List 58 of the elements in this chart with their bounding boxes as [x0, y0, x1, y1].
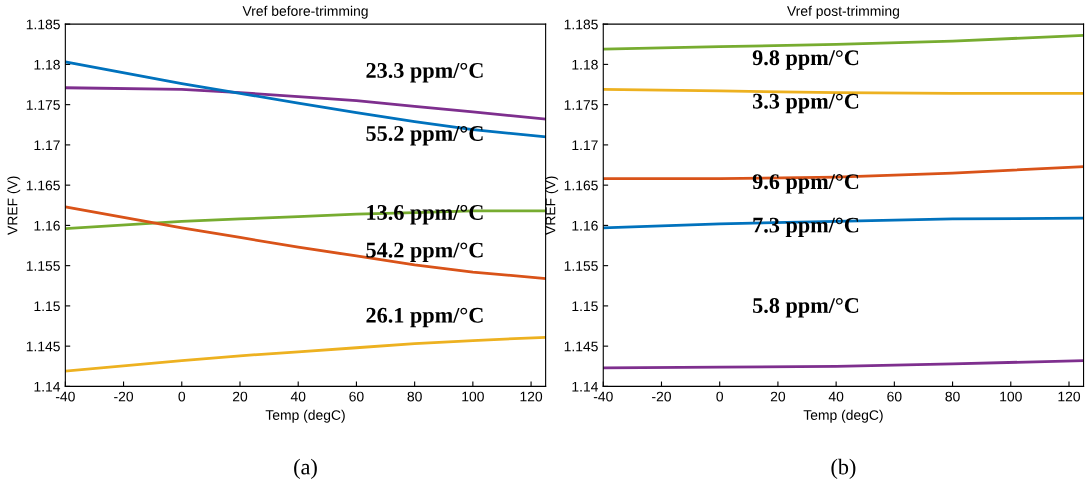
y-tick-label: 1.15	[572, 301, 598, 312]
x-tick-label: 40	[828, 391, 844, 402]
y-tick-label: 1.17	[572, 140, 598, 150]
y-tick-label: 1.185	[564, 19, 598, 30]
line-series	[603, 359, 1084, 370]
x-tick-label: 60	[349, 391, 364, 402]
y-tick-label: 1.185	[26, 19, 60, 30]
x-tick-label: -40	[593, 391, 613, 402]
y-tick-label: 1.16	[34, 220, 60, 231]
y-tick-label: 1.155	[26, 261, 60, 271]
y-tick-label: 1.17	[34, 140, 60, 150]
y-tick-label: 1.165	[26, 180, 60, 191]
x-tick-label: -20	[114, 391, 134, 402]
y-axis-title: VREF (V)	[7, 176, 21, 235]
annotation: 23.3 ppm/°C	[366, 62, 483, 83]
chart-title: Vref before-trimming	[242, 5, 368, 19]
y-tick-label: 1.145	[26, 341, 60, 352]
text: (a)	[294, 458, 317, 479]
y-tick-label: 1.18	[572, 59, 598, 70]
annotation: 5.8 ppm/°C	[753, 298, 859, 318]
x-tick-label: 120	[520, 391, 543, 402]
y-tick-label: 1.14	[572, 381, 598, 392]
x-tick-label: -40	[55, 391, 75, 402]
y-tick-label: 1.145	[564, 341, 598, 352]
annotation: 3.3 ppm/°C	[752, 93, 859, 114]
x-tick-label: 20	[232, 391, 248, 402]
x-tick-label: 120	[1058, 391, 1081, 402]
x-tick-label: 40	[290, 391, 306, 402]
text: (b)	[831, 458, 856, 479]
line-series	[603, 34, 1084, 51]
x-axis-title: Temp (degC)	[803, 409, 883, 423]
y-tick-label: 1.18	[34, 59, 60, 70]
x-tick-label: 80	[945, 391, 960, 402]
x-tick-label: 80	[407, 391, 422, 402]
y-tick-label: 1.15	[34, 301, 60, 312]
x-tick-label: 100	[1000, 391, 1022, 402]
annotation: 9.8 ppm/°C	[752, 50, 859, 70]
x-tick-label: 0	[716, 391, 724, 402]
chart-title: Vref post-trimming	[787, 5, 899, 19]
y-tick-label: 1.155	[564, 261, 598, 271]
y-tick-label: 1.16	[572, 220, 598, 231]
x-tick-label: -20	[652, 391, 671, 402]
line-series	[65, 205, 546, 280]
y-tick-label: 1.165	[564, 180, 598, 191]
x-tick-label: 20	[770, 391, 786, 402]
y-axis-title: VREF (V)	[545, 176, 559, 235]
x-tick-label: 0	[178, 391, 186, 402]
x-axis-title: Temp (degC)	[265, 409, 345, 423]
x-tick-label: 100	[462, 391, 484, 402]
y-tick-label: 1.175	[26, 100, 60, 110]
annotation: 26.1 ppm/°C	[366, 307, 483, 328]
annotation: 55.2 ppm/°C	[366, 125, 483, 146]
line-series	[65, 86, 546, 121]
x-tick-label: 60	[887, 391, 902, 402]
line-series	[65, 335, 546, 373]
y-tick-label: 1.14	[34, 381, 61, 392]
y-tick-label: 1.175	[564, 100, 598, 110]
annotation: 54.2 ppm/°C	[366, 242, 483, 263]
